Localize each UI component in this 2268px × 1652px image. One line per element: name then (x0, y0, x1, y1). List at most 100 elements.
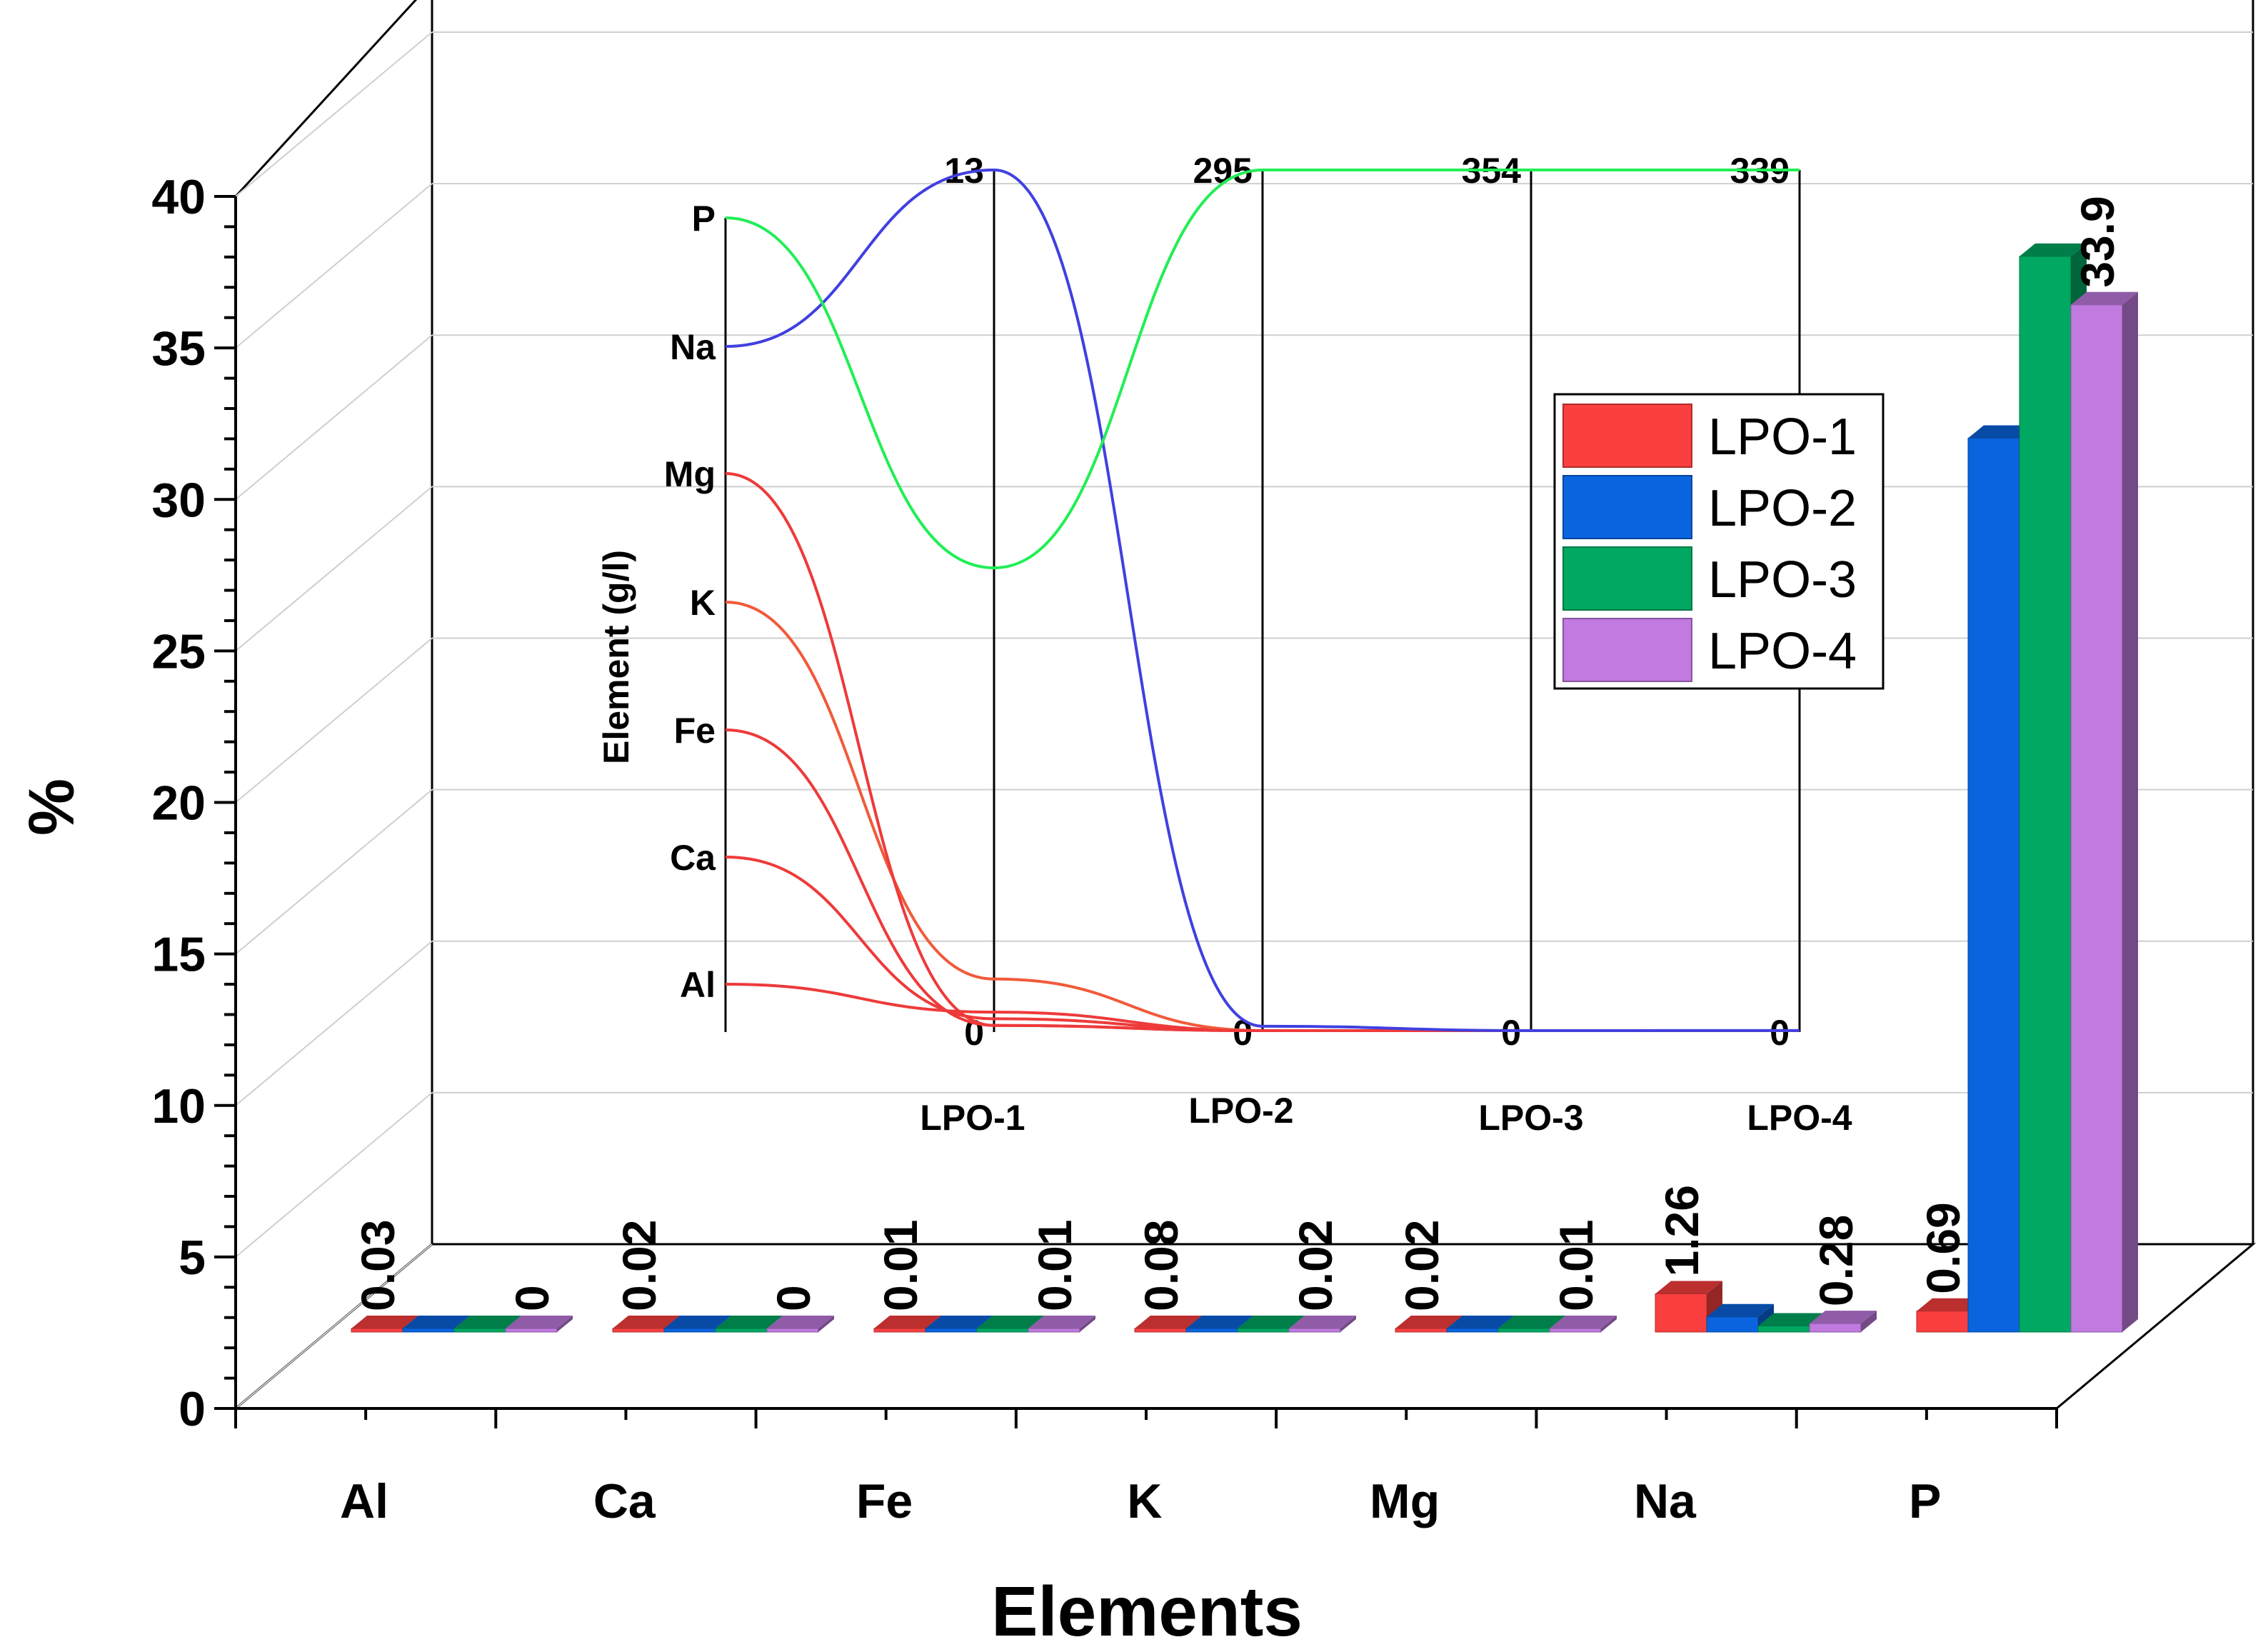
bar-p-lpo-4 (2070, 304, 2123, 1333)
axes: 0 5 10 15 20 25 30 35 40 Al Ca Fe K Mg Na P (151, 170, 2058, 1528)
x-tick-label: K (1127, 1474, 1162, 1528)
bar-top (1028, 1316, 1095, 1328)
bar-top (351, 1316, 418, 1328)
bar-side (1861, 1311, 1877, 1332)
data-label: 0.02 (1395, 1220, 1448, 1311)
inset-y-title: Element (g/l) (596, 550, 636, 764)
legend-swatch-lpo-3 (1562, 546, 1692, 611)
bar-ca-lpo-4 (766, 1328, 819, 1333)
bar-k-lpo-3 (1237, 1328, 1290, 1333)
data-label: 1.26 (1655, 1185, 1708, 1276)
bar-top (2071, 291, 2138, 305)
data-label: 0.02 (613, 1220, 666, 1311)
legend-label-lpo-1: LPO-1 (1708, 409, 1857, 466)
bar-side (1601, 1316, 1617, 1332)
data-labels: 0.03 0 0.02 0 0.01 0.01 0.08 0.02 0.02 0.01 1.26 0.… (351, 196, 2124, 1311)
bar-ca-lpo-3 (715, 1328, 768, 1333)
bar-fe-lpo-2 (925, 1328, 978, 1333)
bar-side (557, 1316, 573, 1332)
legend-label-lpo-4: LPO-4 (1708, 623, 1857, 680)
inset-element-label: P (692, 199, 716, 239)
bar-p-lpo-1 (1916, 1311, 1969, 1333)
bar-mg-lpo-4 (1549, 1328, 1602, 1333)
bar-al-lpo-3 (453, 1328, 506, 1333)
x-tick-label: Fe (856, 1474, 913, 1528)
bar-side (1340, 1316, 1356, 1332)
bar-na-lpo-1 (1655, 1293, 1707, 1333)
bar-top (1238, 1316, 1305, 1328)
gridline-side (235, 334, 433, 501)
bar-top (925, 1316, 993, 1328)
bar-fe-lpo-3 (976, 1328, 1029, 1333)
x-tick-label: Ca (593, 1474, 656, 1528)
bar-top (767, 1316, 834, 1328)
y-tick-label: 30 (151, 473, 206, 527)
bar-mg-lpo-2 (1446, 1328, 1499, 1333)
gridline-side (235, 637, 433, 804)
legend-label-lpo-3: LPO-3 (1708, 551, 1857, 609)
y-tick-label: 20 (151, 776, 206, 831)
bar-top (1135, 1316, 1202, 1328)
inset-axis-name: LPO-4 (1747, 1098, 1852, 1138)
bar-side (2122, 291, 2138, 1333)
bar-mg-lpo-1 (1395, 1328, 1447, 1333)
bar-p-lpo-3 (2019, 256, 2072, 1333)
depth-edge (234, 0, 418, 198)
x-axis-title: Elements (991, 1572, 1303, 1651)
inset-element-label: Fe (674, 711, 716, 751)
bar-top (1707, 1303, 1774, 1317)
bar-al-lpo-2 (402, 1328, 455, 1333)
bar-ca-lpo-1 (612, 1328, 665, 1333)
bar-fe-lpo-4 (1028, 1328, 1080, 1333)
bar-na-lpo-4 (1809, 1323, 1862, 1333)
y-tick-label: 25 (151, 624, 206, 679)
bar-top (2019, 243, 2087, 256)
bar-top (664, 1316, 731, 1328)
bar-top (506, 1316, 573, 1328)
gridlines (235, 31, 2253, 1409)
x-tick-label: Al (340, 1474, 388, 1528)
bar-top (1810, 1311, 1877, 1324)
y-tick-label: 15 (151, 928, 206, 982)
back-wall (431, 0, 2254, 1244)
gridline-side (235, 1243, 433, 1409)
bar-top (613, 1316, 680, 1328)
bar-side (1080, 1316, 1095, 1332)
data-label: 0.08 (1135, 1220, 1188, 1311)
inset-line-na (725, 168, 1800, 1033)
inset-axis-name: LPO-2 (1188, 1091, 1293, 1131)
inset-element-label: K (690, 583, 716, 623)
y-tick-label: 40 (151, 170, 206, 224)
bar-top (454, 1316, 521, 1328)
data-label: 0.69 (1917, 1202, 1970, 1293)
bar-p-lpo-2 (1967, 437, 2020, 1333)
plot-frame (232, 0, 2257, 1410)
data-label: 0.02 (1289, 1220, 1342, 1311)
y-tick-label: 10 (151, 1079, 206, 1133)
bar-top (874, 1316, 941, 1328)
data-label: 33.9 (2071, 196, 2124, 287)
bar-ca-lpo-2 (663, 1328, 716, 1333)
data-label: 0 (767, 1285, 820, 1311)
bar-top (716, 1316, 783, 1328)
inset-line-p (725, 168, 1800, 570)
bar-top (1498, 1316, 1565, 1328)
bar-top (977, 1316, 1044, 1328)
bar-top (1447, 1316, 1514, 1328)
bar-top (1550, 1316, 1617, 1328)
bar-side (818, 1316, 834, 1332)
data-label: 0.01 (1028, 1220, 1081, 1311)
data-label: 0.01 (1550, 1220, 1602, 1311)
bar-k-lpo-2 (1185, 1328, 1238, 1333)
legend-swatch-lpo-1 (1562, 404, 1692, 468)
bar-k-lpo-4 (1288, 1328, 1341, 1333)
y-tick-label: 35 (151, 321, 206, 376)
bars (351, 243, 2138, 1333)
x-tick-label: P (1909, 1474, 1941, 1528)
bar-fe-lpo-1 (873, 1328, 926, 1333)
bar-top (1917, 1298, 1984, 1311)
bar-na-lpo-3 (1757, 1326, 1810, 1333)
inset-element-label: Ca (670, 838, 716, 878)
